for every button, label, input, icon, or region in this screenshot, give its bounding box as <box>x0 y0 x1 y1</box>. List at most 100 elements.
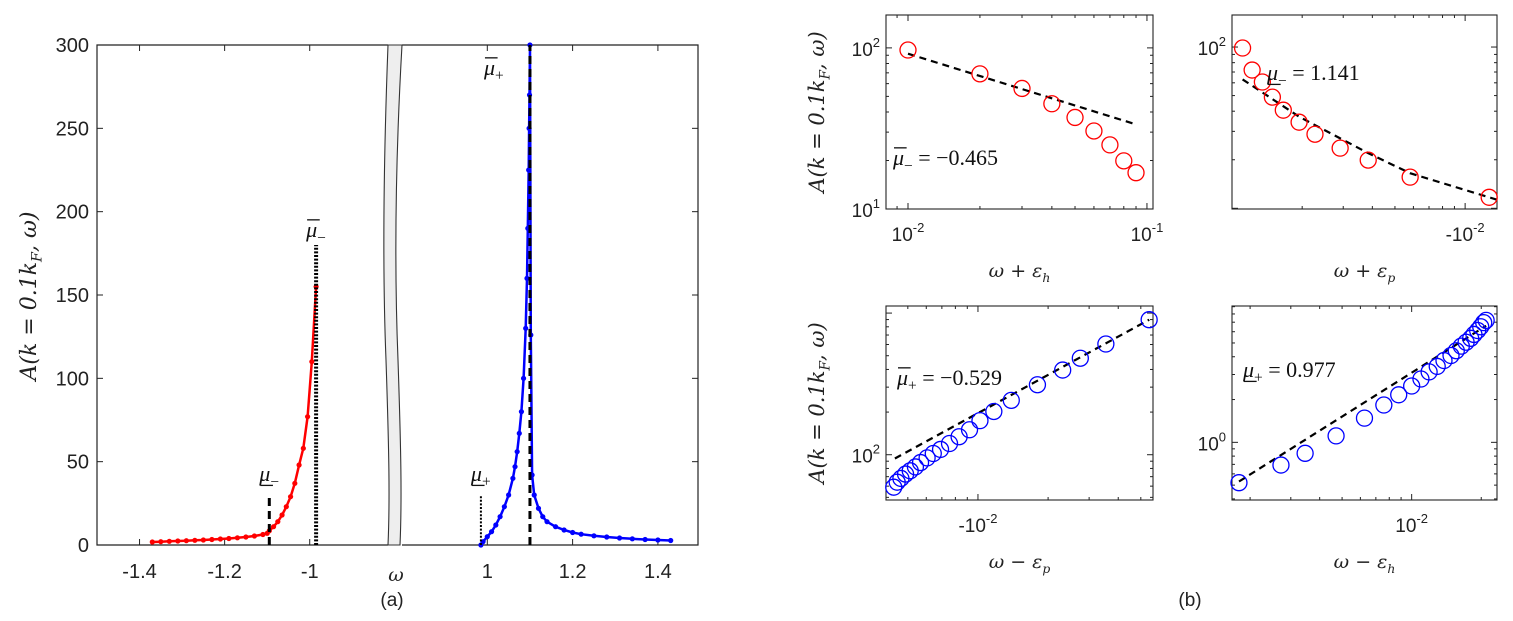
data-point <box>300 445 306 451</box>
data-point <box>1043 95 1061 113</box>
data-point <box>1447 342 1465 360</box>
x-axis-label: ω − εh <box>1334 551 1396 576</box>
y-tick-exp: 0 <box>1219 429 1226 444</box>
data-point <box>270 524 277 530</box>
data-point <box>217 536 223 542</box>
axis-break <box>383 44 403 546</box>
data-point <box>544 519 550 525</box>
data-point <box>283 504 289 510</box>
x-axis-label: ω <box>388 564 404 586</box>
exponent-annotation-sub: − <box>904 158 913 175</box>
data-point <box>1359 151 1377 169</box>
x-tick-exp: -1 <box>1152 220 1164 235</box>
marker-label-1-symbol: μ <box>305 217 317 242</box>
data-point <box>275 519 281 525</box>
data-point <box>1290 113 1308 131</box>
marker-label-3: μ+ <box>483 55 504 85</box>
exponent-annotation-symbol: μ <box>1242 357 1254 382</box>
data-point <box>514 449 520 455</box>
data-point <box>642 536 648 543</box>
data-point <box>1066 108 1084 127</box>
data-point <box>1390 386 1408 404</box>
exponent-annotation-value: = −0.529 <box>917 365 1002 390</box>
data-point <box>234 535 240 541</box>
data-point <box>1115 152 1133 170</box>
y-tick-label: 0 <box>78 535 89 557</box>
data-point <box>1475 313 1493 332</box>
data-point <box>1327 427 1345 445</box>
data-point <box>1085 122 1103 140</box>
exponent-annotation-text: μ− = 1.141 <box>1266 60 1360 90</box>
data-point <box>518 409 525 415</box>
y-tick-base: 10 <box>852 447 873 468</box>
y-tick-base: 10 <box>852 201 873 222</box>
data-point <box>960 421 979 439</box>
x-tick-exp: -2 <box>986 511 998 526</box>
x-tick-label: -1 <box>301 561 319 583</box>
x-axis-label: ω + εh <box>989 260 1051 285</box>
data-point <box>149 539 155 545</box>
data-point <box>520 375 527 381</box>
data-point <box>309 359 315 365</box>
x-axis-label-sub: h <box>1042 271 1050 285</box>
subplot-b2: -10-2 102 ω + εp μ− = 1.141 <box>1198 14 1498 285</box>
data-point <box>497 514 503 520</box>
data-point <box>985 402 1003 421</box>
x-axis-label-main: ω − ε <box>1334 551 1388 573</box>
y-axis-label-sub: F <box>817 69 833 80</box>
data-point <box>668 537 674 544</box>
axes-frame <box>1231 14 1498 210</box>
data-point <box>1442 346 1460 365</box>
data-point <box>175 538 181 544</box>
exponent-annotation: μ+ = 0.977 <box>1242 357 1336 387</box>
data-point <box>1101 136 1119 154</box>
exponent-annotation-text: μ+ = 0.977 <box>1242 357 1336 387</box>
data-point <box>1263 88 1282 106</box>
data-point <box>1306 125 1324 143</box>
y-tick-exp: 1 <box>873 196 880 211</box>
data-point <box>243 534 249 540</box>
x-tick-label: -10-2 <box>958 511 997 537</box>
data-point <box>888 473 906 491</box>
marker-label-2-symbol: μ <box>470 461 482 486</box>
data-point <box>899 41 917 59</box>
y-tick-label: 102 <box>1198 34 1226 60</box>
axes-frame <box>1231 305 1498 501</box>
data-point <box>1477 311 1495 330</box>
y-axis-label-tail: , ω) <box>805 31 829 70</box>
y-tick-label: 102 <box>852 442 880 468</box>
x-tick-base: 10 <box>892 225 913 246</box>
data-point <box>516 430 522 436</box>
y-axis-label-sub: F <box>30 251 46 263</box>
x-tick-label: 1.2 <box>559 561 587 583</box>
data-point <box>1243 61 1261 79</box>
y-axis-label: A(k = 0.1kF, ω) <box>805 31 833 194</box>
exponent-annotation-value: = 0.977 <box>1263 357 1336 382</box>
x-tick-label: 1 <box>482 561 493 583</box>
y-tick-label: 100 <box>1198 429 1226 455</box>
x-tick-base: -10 <box>958 516 985 537</box>
data-point <box>260 531 266 538</box>
x-axis-label-sub: p <box>1387 271 1395 285</box>
marker-label-2: μ+ <box>470 461 491 491</box>
data-point <box>971 412 989 430</box>
y-tick-label: 50 <box>67 452 89 474</box>
data-point <box>226 535 232 542</box>
y-tick-base: 10 <box>1198 434 1219 455</box>
x-tick-label: -10-2 <box>1446 220 1485 246</box>
data-point <box>1480 188 1498 206</box>
x-tick-label: -1.4 <box>122 561 156 583</box>
data-point <box>892 469 910 488</box>
exponent-annotation-value: = 1.141 <box>1287 60 1360 85</box>
data-point <box>510 475 516 481</box>
y-tick-label: 101 <box>852 196 880 222</box>
series-line <box>152 286 318 544</box>
data-point <box>209 536 215 543</box>
data-point <box>1028 376 1047 394</box>
y-axis-label-tail: , ω) <box>17 212 42 253</box>
exponent-annotation: μ+ = −0.529 <box>896 365 1002 395</box>
x-tick-label: 10-2 <box>1395 511 1428 537</box>
caption-a: (a) <box>380 590 403 611</box>
subplot-b3: -10-2 102 ω − εp A(k = 0.1kF, ω) μ+ = −0.529 <box>805 305 1158 576</box>
